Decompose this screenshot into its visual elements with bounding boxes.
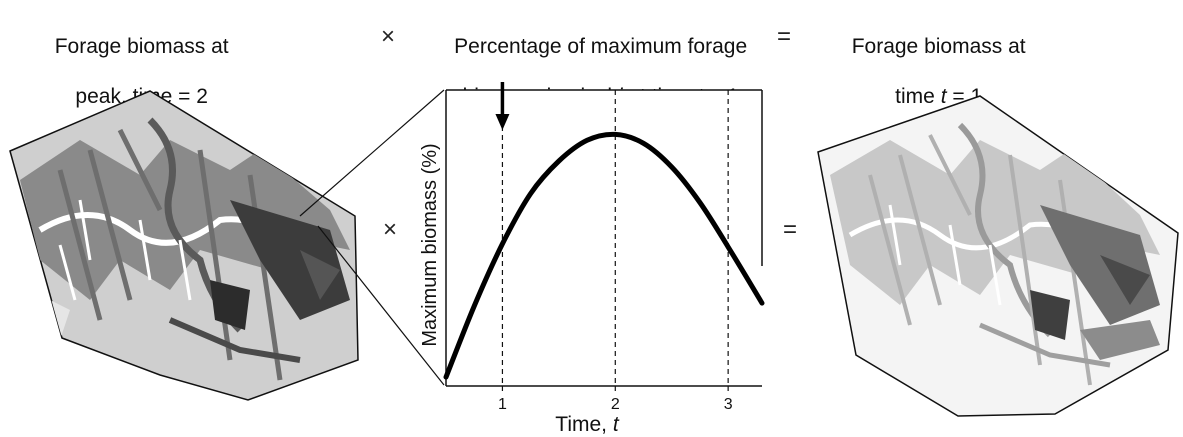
chart-x-label-var: t [613, 413, 620, 436]
middle-label-line1: Percentage of maximum forage [454, 35, 748, 58]
chart-marks: 1 2 3 [443, 82, 765, 413]
right-map-terrain [830, 122, 1160, 386]
chart-plot-frame [446, 90, 762, 386]
time-marker-arrow-head [495, 114, 510, 130]
right-forage-map [817, 95, 1179, 417]
times-operator-top: × [381, 23, 396, 50]
left-forage-map [9, 90, 359, 401]
biomass-chart: 1 2 3 Maximum biomass (%) Time, t [419, 82, 765, 436]
zoom-line-top [299, 89, 445, 217]
zoom-line-bottom [317, 225, 445, 386]
right-label-var-t: t [940, 85, 947, 108]
right-map-label-line1: Forage biomass at [851, 35, 1026, 58]
equals-operator-middle: = [783, 216, 798, 243]
chart-y-label: Maximum biomass (%) [419, 143, 441, 346]
equals-operator-top: = [777, 23, 792, 50]
left-map-terrain [20, 117, 350, 381]
biomass-curve [443, 131, 765, 380]
chart-x-label: Time, t [555, 413, 620, 436]
times-operator-middle: × [383, 216, 398, 243]
x-tick-label-1: 1 [498, 396, 507, 413]
chart-x-label-text: Time, [555, 413, 613, 436]
left-map-label-line1: Forage biomass at [54, 35, 229, 58]
left-map-label: Forage biomass at peak, time = 2 [0, 9, 275, 134]
x-tick-label-2: 2 [611, 396, 620, 413]
right-label-text-a: time [895, 85, 941, 108]
x-tick-label-3: 3 [724, 396, 733, 413]
